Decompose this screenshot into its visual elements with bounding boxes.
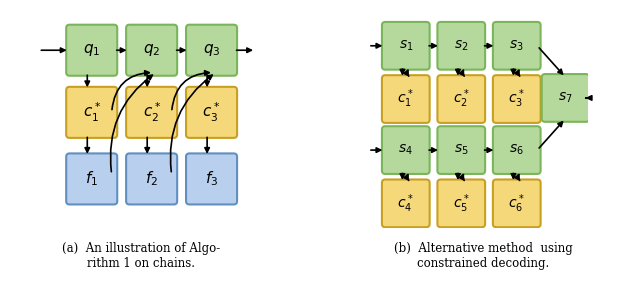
FancyBboxPatch shape <box>126 87 177 138</box>
Text: $s_7$: $s_7$ <box>558 91 573 105</box>
Text: $c_3^*$: $c_3^*$ <box>508 88 525 110</box>
FancyBboxPatch shape <box>66 25 117 76</box>
FancyBboxPatch shape <box>382 75 429 123</box>
FancyBboxPatch shape <box>382 180 429 227</box>
FancyBboxPatch shape <box>437 180 485 227</box>
Text: $s_3$: $s_3$ <box>509 39 524 53</box>
FancyBboxPatch shape <box>493 22 541 70</box>
Text: (a)  An illustration of Algo-
rithm 1 on chains.: (a) An illustration of Algo- rithm 1 on … <box>61 242 220 270</box>
Text: $f_3$: $f_3$ <box>205 170 218 188</box>
FancyBboxPatch shape <box>186 153 237 204</box>
FancyBboxPatch shape <box>437 75 485 123</box>
Text: $q_2$: $q_2$ <box>143 42 160 58</box>
Text: $c_1^*$: $c_1^*$ <box>83 101 101 124</box>
Text: $c_6^*$: $c_6^*$ <box>508 192 525 215</box>
FancyBboxPatch shape <box>493 126 541 174</box>
Text: $s_5$: $s_5$ <box>454 143 468 157</box>
FancyBboxPatch shape <box>66 87 117 138</box>
Text: $c_4^*$: $c_4^*$ <box>397 192 414 215</box>
FancyBboxPatch shape <box>493 75 541 123</box>
FancyBboxPatch shape <box>541 74 589 122</box>
FancyBboxPatch shape <box>437 22 485 70</box>
Text: $c_1^*$: $c_1^*$ <box>397 88 414 110</box>
FancyBboxPatch shape <box>382 126 429 174</box>
Text: $s_4$: $s_4$ <box>398 143 413 157</box>
FancyBboxPatch shape <box>126 153 177 204</box>
FancyBboxPatch shape <box>437 126 485 174</box>
FancyBboxPatch shape <box>186 25 237 76</box>
Text: $c_3^*$: $c_3^*$ <box>202 101 221 124</box>
Text: $f_1$: $f_1$ <box>85 170 99 188</box>
Text: $s_1$: $s_1$ <box>399 39 413 53</box>
FancyBboxPatch shape <box>66 153 117 204</box>
FancyBboxPatch shape <box>126 25 177 76</box>
Text: (b)  Alternative method  using
constrained decoding.: (b) Alternative method using constrained… <box>394 242 573 270</box>
Text: $q_3$: $q_3$ <box>203 42 220 58</box>
Text: $c_5^*$: $c_5^*$ <box>453 192 470 215</box>
Text: $s_2$: $s_2$ <box>454 39 468 53</box>
Text: $f_2$: $f_2$ <box>145 170 158 188</box>
Text: $c_2^*$: $c_2^*$ <box>453 88 470 110</box>
Text: $c_2^*$: $c_2^*$ <box>143 101 161 124</box>
Text: $s_6$: $s_6$ <box>509 143 524 157</box>
Text: $q_1$: $q_1$ <box>83 42 100 58</box>
FancyBboxPatch shape <box>186 87 237 138</box>
FancyBboxPatch shape <box>493 180 541 227</box>
FancyBboxPatch shape <box>382 22 429 70</box>
